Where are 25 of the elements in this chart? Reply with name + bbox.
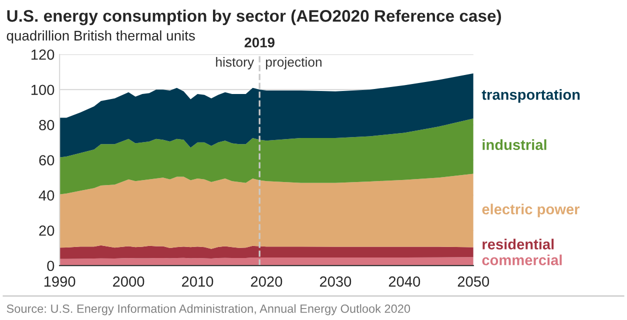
y-tick-label: 0 — [47, 260, 54, 272]
series-label: commercial — [482, 254, 562, 266]
source-note: Source: U.S. Energy Information Administration, Annual Energy Outlook 2020 — [6, 304, 410, 316]
annotation: projection — [266, 57, 322, 70]
x-tick-label: 2040 — [388, 276, 420, 287]
x-tick-label: 2020 — [250, 276, 282, 287]
y-tick-label: 20 — [39, 226, 54, 236]
chart-title: U.S. energy consumption by sector (AEO2020 Reference case) — [7, 10, 501, 26]
x-tick-label: 2050 — [458, 276, 490, 287]
y-tick-label: 80 — [39, 120, 54, 130]
chart-subtitle: quadrillion British thermal units — [6, 30, 195, 44]
ref-line-label: 2019 — [244, 38, 275, 48]
y-tick-label: 60 — [39, 155, 54, 166]
y-tick-label: 100 — [31, 84, 54, 96]
x-tick-label: 1990 — [44, 276, 76, 287]
series-label: transportation — [482, 89, 580, 103]
series-label: industrial — [482, 139, 546, 150]
x-tick-label: 2030 — [320, 276, 352, 287]
y-tick-label: 120 — [31, 50, 54, 60]
annotation: history — [216, 57, 254, 70]
series-label: residential — [482, 238, 554, 250]
series-label: electric power — [482, 204, 580, 218]
x-tick-label: 2010 — [182, 276, 214, 287]
y-tick-label: 40 — [38, 190, 54, 201]
x-tick-label: 2000 — [113, 276, 144, 287]
